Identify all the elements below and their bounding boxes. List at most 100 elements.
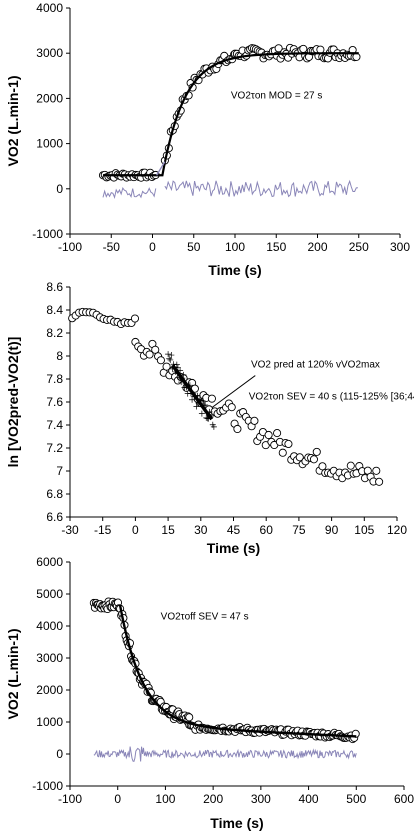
x-axis-title: Time (s) (208, 262, 261, 278)
residual-line (102, 187, 157, 199)
cross-marker (199, 398, 206, 405)
fit-curve (103, 52, 359, 177)
data-point (162, 362, 171, 371)
cross-marker (193, 403, 200, 410)
x-tick-label: 75 (292, 523, 306, 537)
x-tick-label: 30 (194, 523, 208, 537)
y-tick-label: 3000 (36, 46, 63, 60)
data-point (312, 447, 321, 456)
x-tick-label: 100 (225, 240, 245, 254)
y-tick-label: 7.6 (46, 395, 63, 409)
data-point (372, 466, 381, 475)
data-point (145, 350, 154, 359)
y-tick-label: 8.6 (46, 280, 63, 294)
fit-curve (118, 605, 357, 738)
y-tick-label: 7.8 (46, 372, 63, 386)
y-tick-label: 8.2 (46, 326, 63, 340)
y-tick-label: 0 (56, 182, 63, 196)
data-point (273, 429, 282, 438)
cross-marker (198, 410, 205, 417)
x-tick-label: 600 (394, 792, 414, 806)
x-tick-label: 15 (161, 523, 175, 537)
x-tick-label: 500 (346, 792, 366, 806)
x-tick-label: 300 (390, 240, 410, 254)
x-tick-label: -50 (103, 240, 121, 254)
y-tick-label: 6000 (36, 555, 63, 569)
x-axis-title: Time (s) (210, 815, 263, 831)
y-tick-label: 6.8 (46, 487, 63, 501)
y-tick-label: 6.6 (46, 510, 63, 524)
x-tick-label: 0 (149, 240, 156, 254)
y-tick-label: 7 (56, 464, 63, 478)
x-tick-label: 300 (251, 792, 271, 806)
y-tick-label: 8 (56, 349, 63, 363)
data-point (375, 477, 384, 486)
y-axis-title: VO2 (L.min-1) (5, 75, 21, 166)
x-tick-label: 120 (387, 523, 407, 537)
x-tick-label: -100 (58, 240, 82, 254)
cross-markers (165, 351, 217, 430)
data-point (233, 424, 242, 434)
y-tick-label: 5000 (36, 587, 63, 601)
cross-marker (168, 352, 175, 359)
y-axis-title: VO2 (L.min-1) (5, 628, 21, 719)
x-tick-label: 200 (307, 240, 327, 254)
data-point (284, 439, 293, 448)
x-tick-label: 200 (203, 792, 223, 806)
x-tick-label: 60 (260, 523, 274, 537)
y-tick-label: 4000 (36, 1, 63, 15)
data-point (318, 462, 327, 471)
residual-line (164, 179, 358, 198)
x-tick-label: 0 (114, 792, 121, 806)
data-point (299, 44, 308, 53)
data-point (227, 403, 236, 412)
x-tick-label: 400 (299, 792, 319, 806)
x-tick-label: 100 (155, 792, 175, 806)
data-point (156, 356, 165, 365)
data-point (250, 416, 259, 425)
y-tick-label: 4000 (36, 619, 63, 633)
x-tick-label: -100 (58, 792, 82, 806)
data-point (185, 713, 194, 722)
data-point (130, 314, 140, 323)
cross-marker (173, 361, 180, 368)
data-point (274, 44, 283, 53)
y-tick-label: 7.2 (46, 441, 63, 455)
fit-line (171, 364, 214, 421)
data-point (309, 455, 318, 464)
residual-line (93, 746, 357, 763)
data-point (207, 394, 216, 403)
y-tick-label: -1000 (32, 779, 63, 793)
cross-marker (165, 351, 172, 358)
cross-marker (189, 396, 196, 403)
y-tick-label: 8.4 (46, 303, 63, 317)
x-tick-label: 150 (266, 240, 286, 254)
data-point (346, 461, 355, 470)
cross-marker (167, 356, 174, 363)
data-points (68, 307, 384, 486)
data-points (98, 43, 361, 182)
annotation-pred: VO2 pred at 120% vVO2max (251, 360, 380, 371)
x-tick-label: 250 (349, 240, 369, 254)
x-tick-label: 105 (354, 523, 374, 537)
annotation-tau-off: VO2τoff SEV = 47 s (161, 612, 249, 623)
y-tick-label: 0 (56, 747, 63, 761)
x-tick-label: -30 (61, 523, 79, 537)
data-point (316, 45, 325, 54)
annotation-tau-mod: VO2τon MOD = 27 s (231, 90, 323, 101)
data-point (295, 453, 304, 462)
x-tick-label: 50 (187, 240, 201, 254)
y-tick-label: 2000 (36, 91, 63, 105)
y-tick-label: 7.4 (46, 418, 63, 432)
chart-1: -1000 0 1000 2000 3000 4000 -100 -50 0 50 100 150 20… (5, 1, 410, 278)
y-tick-label: 3000 (36, 651, 63, 665)
y-tick-label: 1000 (36, 137, 63, 151)
cross-marker (166, 355, 173, 362)
y-tick-label: 2000 (36, 683, 63, 697)
x-tick-label: 45 (227, 523, 241, 537)
y-tick-label: -1000 (32, 227, 63, 241)
x-tick-label: 90 (325, 523, 339, 537)
y-tick-label: 1000 (36, 715, 63, 729)
